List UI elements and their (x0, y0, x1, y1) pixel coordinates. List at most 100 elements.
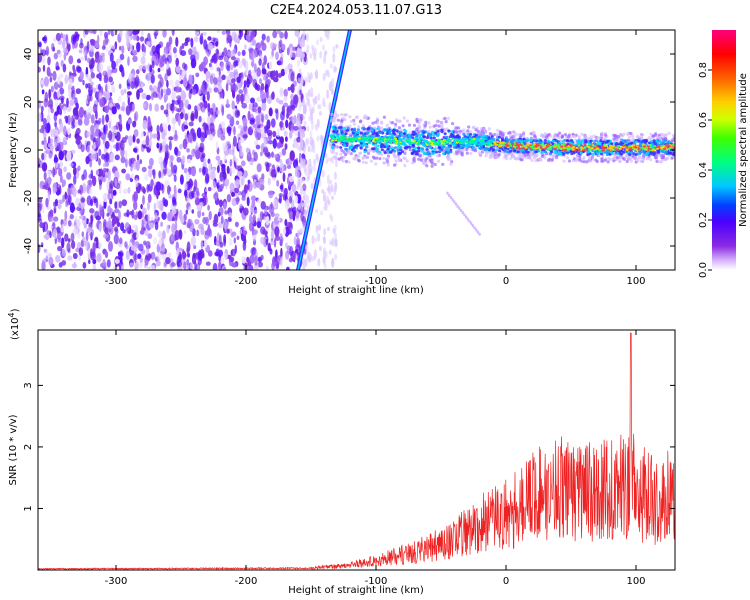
heatmap-cell (621, 156, 625, 160)
heatmap-cell (655, 159, 659, 163)
heatmap-cell (371, 155, 375, 159)
heatmap-cell (334, 253, 338, 261)
heatmap-cell (267, 132, 272, 141)
heatmap-cell (322, 97, 326, 107)
heatmap-cell (141, 92, 147, 99)
heatmap-cell (417, 121, 421, 125)
heatmap-cell (242, 134, 248, 139)
heatmap-cell (134, 148, 138, 154)
heatmap-cell (179, 112, 184, 120)
heatmap-cell (132, 49, 138, 56)
heatmap-cell (317, 93, 321, 101)
heatmap-cell (105, 90, 110, 101)
heatmap-cell (289, 195, 293, 204)
heatmap-cell (241, 160, 246, 167)
heatmap-cell (580, 132, 584, 136)
heatmap-cell (627, 155, 631, 159)
heatmap-cell (498, 149, 502, 153)
heatmap-cell (40, 105, 44, 113)
heatmap-cell (250, 117, 256, 123)
heatmap-cell (73, 174, 77, 185)
heatmap-cell (407, 133, 411, 137)
heatmap-cell (257, 261, 263, 268)
heatmap-cells (38, 30, 675, 270)
heatmap-cell (261, 33, 266, 41)
heatmap-cell (286, 164, 292, 169)
heatmap-cell (512, 130, 516, 134)
heatmap-cell (312, 144, 316, 154)
heatmap-cell (157, 74, 162, 79)
heatmap-cell (302, 106, 306, 115)
heatmap-cell (142, 187, 146, 194)
heatmap-cell (263, 137, 267, 148)
heatmap-cell (276, 180, 280, 187)
heatmap-cell (341, 116, 345, 120)
heatmap-cell (43, 35, 48, 44)
heatmap-cell (156, 131, 161, 141)
heatmap-cell (588, 159, 592, 163)
heatmap-cell (670, 156, 674, 160)
heatmap-cell (265, 88, 269, 99)
heatmap-cell (343, 113, 347, 117)
heatmap-cell (263, 146, 268, 156)
heatmap-cell (265, 265, 269, 270)
heatmap-cell (90, 125, 95, 137)
heatmap-cell (208, 250, 213, 257)
heatmap-cell (306, 194, 310, 205)
heatmap-cell (263, 55, 268, 66)
heatmap-cell (47, 190, 51, 202)
heatmap-cell (322, 256, 326, 266)
heatmap-cell (165, 87, 171, 96)
heatmap-cell (245, 147, 250, 153)
heatmap-cell (72, 252, 78, 260)
heatmap-cell (393, 155, 397, 159)
heatmap-cell (298, 68, 302, 74)
heatmap-cell (147, 233, 153, 240)
heatmap-cell (89, 45, 95, 52)
heatmap-cell (149, 84, 153, 91)
heatmap-cell (302, 52, 305, 58)
heatmap-cell (122, 188, 128, 194)
heatmap-cell (61, 252, 66, 257)
heatmap-cell (79, 42, 84, 49)
heatmap-cell (245, 65, 248, 76)
heatmap-cell (86, 131, 91, 138)
heatmap-cell (111, 60, 116, 70)
heatmap-cell (90, 214, 93, 225)
heatmap-cell (87, 106, 94, 114)
heatmap-cell (382, 161, 386, 165)
heatmap-cell (62, 33, 67, 42)
heatmap-cell (165, 257, 171, 265)
heatmap-cell (52, 70, 57, 81)
heatmap-cell (303, 76, 307, 82)
heatmap-cell (626, 131, 630, 135)
heatmap-cell (236, 196, 239, 206)
heatmap-cell (223, 201, 227, 210)
heatmap-cell (330, 216, 334, 222)
heatmap-cell (436, 130, 440, 133)
heatmap-cell (221, 74, 226, 81)
heatmap-cell (408, 145, 412, 149)
heatmap-cell (182, 138, 188, 150)
heatmap-cell (174, 220, 178, 231)
heatmap-cell (212, 103, 216, 114)
heatmap-cell (330, 184, 334, 193)
heatmap-cell (327, 226, 330, 232)
heatmap-cell (570, 152, 574, 156)
heatmap-cell (276, 261, 280, 269)
heatmap-cell (171, 30, 175, 36)
heatmap-cell (85, 83, 89, 89)
heatmap-cell (242, 170, 248, 179)
heatmap-cell (183, 230, 187, 235)
heatmap-cell (292, 46, 298, 52)
heatmap-cell (175, 79, 181, 88)
heatmap-cell (220, 215, 224, 224)
heatmap-cell (88, 259, 91, 265)
heatmap-cell (90, 134, 94, 141)
heatmap-cell (218, 249, 223, 257)
heatmap-cell (672, 134, 675, 138)
heatmap-cell (316, 135, 320, 142)
heatmap-cell (395, 129, 399, 133)
heatmap-cell (303, 202, 307, 208)
heatmap-cell (92, 87, 97, 93)
